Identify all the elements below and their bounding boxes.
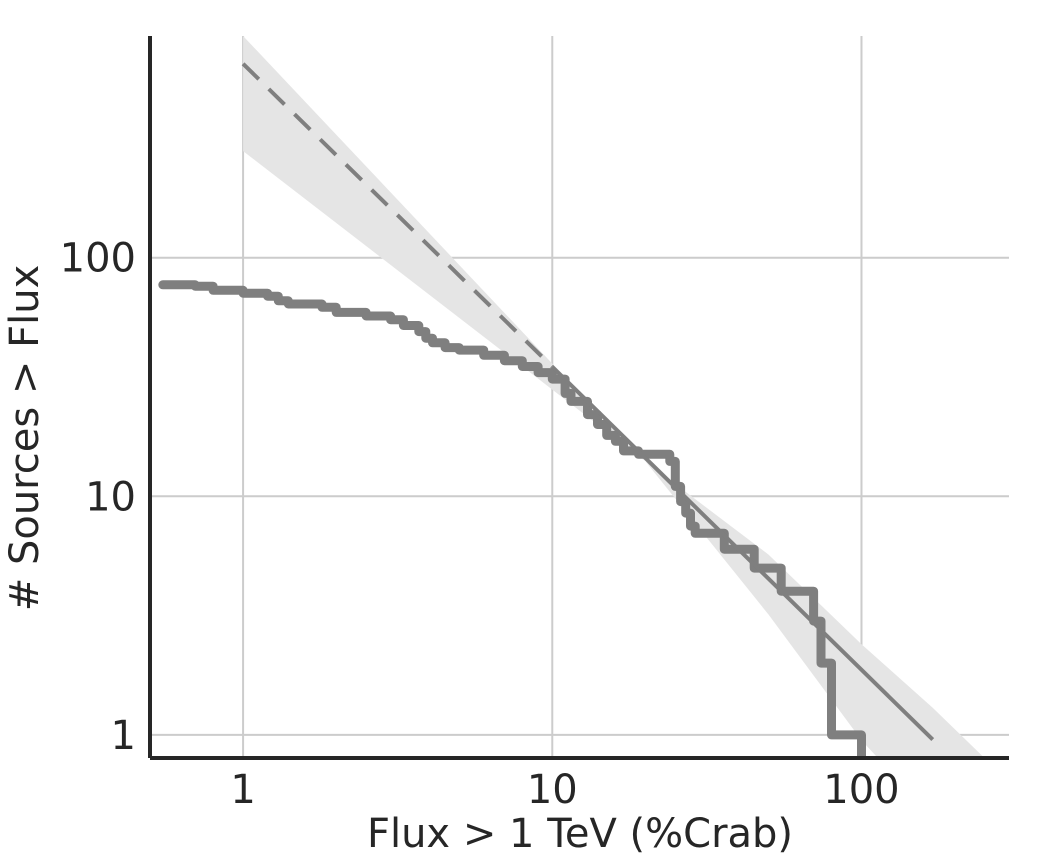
confidence-band-layer [243,36,985,758]
y-axis-label: # Sources > Flux [2,265,48,612]
grid-lines [150,36,1009,758]
y-tick-label-10: 10 [85,474,136,520]
axes [148,36,1009,760]
x-axis-label: Flux > 1 TeV (%Crab) [367,811,793,857]
fit-line-solid [550,365,935,742]
confidence-band [243,36,985,758]
x-tick-label-10: 10 [527,767,578,813]
x-tick-label-1: 1 [230,767,255,813]
tick-labels: 1 10 100 1 10 100 [60,236,900,813]
cumulative-source-count-step [158,280,866,758]
y-tick-label-100: 100 [60,236,136,282]
y-tick-label-1: 1 [111,713,136,759]
fit-line-dashed [241,62,554,369]
x-tick-label-100: 100 [823,767,899,813]
series-layer [158,62,935,758]
